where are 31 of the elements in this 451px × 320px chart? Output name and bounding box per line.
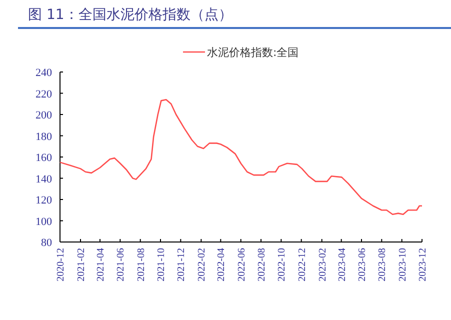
y-tick-label: 120 [36,194,52,206]
x-tick-label: 2023-12 [418,248,428,282]
x-tick-label: 2023-04 [336,248,348,282]
y-tick-label: 220 [36,88,52,100]
x-tick-label: 2021-10 [156,248,167,282]
x-tick-label: 2022-10 [276,248,288,282]
y-tick-label: 100 [36,216,52,228]
x-tick-label: 2022-06 [236,248,248,282]
x-tick-label: 2022-08 [256,248,268,282]
y-tick-label: 240 [36,67,52,79]
x-tick-label: 2021-04 [96,248,106,282]
y-tick-label: 200 [36,110,52,122]
x-tick-label: 2023-06 [357,248,368,282]
x-tick-label: 2021-06 [116,248,127,282]
x-tick-label: 2022-02 [196,248,208,282]
y-tick-label: 80 [41,237,52,249]
y-tick-label: 140 [36,173,52,186]
line-series [59,98,423,216]
x-tick-label: 2022-04 [216,248,228,282]
x-tick-label: 2022-12 [296,248,308,282]
chart-title: 图 11：全国水泥价格指数（点） [28,7,232,23]
x-tick-label: 2021-08 [136,248,147,282]
x-tick-label: 2021-02 [76,248,87,282]
y-tick-label: 160 [36,152,52,164]
y-tick-label: 180 [36,130,52,143]
x-tick-label: 2021-12 [176,248,188,282]
x-tick-label: 2020-12 [56,248,66,282]
x-tick-label: 2023-10 [397,248,408,282]
x-tick-label: 2023-08 [377,248,388,282]
x-tick-label: 2023-02 [317,248,328,282]
legend-label: 水泥价格指数:全国 [207,46,299,59]
